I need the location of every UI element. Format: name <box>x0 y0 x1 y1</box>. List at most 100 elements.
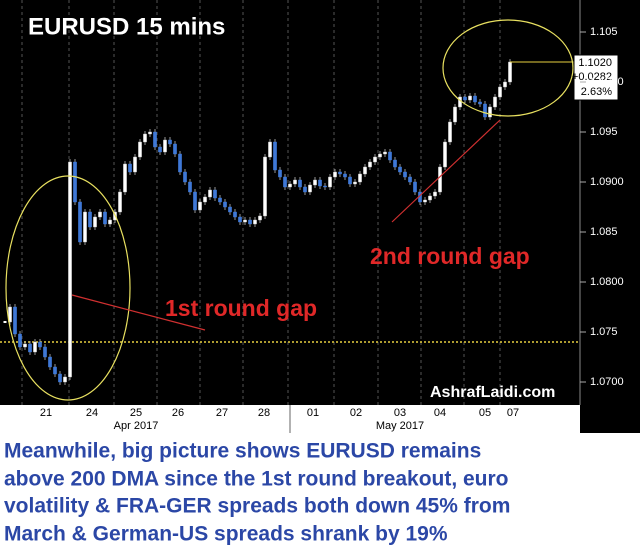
candle <box>8 306 12 323</box>
candle <box>348 176 352 185</box>
candle <box>273 141 277 171</box>
candle <box>278 169 282 178</box>
x-tick-label: 07 <box>507 407 519 419</box>
candle <box>128 163 132 173</box>
price-box-text: +0.0282 <box>572 71 612 83</box>
y-tick-label: 1.085 <box>590 226 618 238</box>
candle <box>293 179 297 185</box>
x-tick-label: 25 <box>130 407 142 419</box>
y-tick-label: 1.0800 <box>590 276 624 288</box>
candle <box>3 321 7 323</box>
candle <box>338 171 342 175</box>
candle <box>323 185 327 188</box>
caption-line: above 200 DMA since the 1st round breako… <box>4 468 509 491</box>
candle <box>343 173 347 178</box>
month-label: May 2017 <box>376 420 424 432</box>
candle <box>428 195 432 201</box>
candle <box>198 201 202 211</box>
candle <box>118 191 122 213</box>
y-tick-label: 1.105 <box>590 26 618 38</box>
price-box-text: 2.63% <box>581 86 612 98</box>
candle <box>258 215 262 221</box>
pointer-line <box>391 119 501 223</box>
y-tick-label: 1.095 <box>590 126 618 138</box>
caption-line: volatility & FRA-GER spreads both down 4… <box>4 495 510 518</box>
candle <box>63 376 67 383</box>
candle <box>28 343 32 353</box>
candle <box>363 166 367 175</box>
candle <box>463 96 467 101</box>
candle <box>88 211 92 228</box>
candle <box>108 219 112 225</box>
candle <box>408 176 412 183</box>
candle <box>163 139 167 153</box>
candle <box>243 219 247 223</box>
candle <box>233 211 237 218</box>
x-tick-label: 28 <box>258 407 270 419</box>
candle <box>13 306 17 335</box>
y-tick-label: 1.0700 <box>590 376 624 388</box>
candle <box>68 161 72 378</box>
candle <box>498 86 502 98</box>
candle <box>53 366 57 375</box>
candle <box>468 95 472 101</box>
marks <box>0 59 580 385</box>
candle <box>353 181 357 185</box>
candle <box>173 143 177 155</box>
pointer-line <box>71 294 206 331</box>
candle <box>288 183 292 188</box>
candle <box>443 141 447 168</box>
y-tick-label: 1.0900 <box>590 176 624 188</box>
candle <box>438 166 442 193</box>
candle <box>368 161 372 168</box>
candle <box>78 201 82 243</box>
candle <box>58 373 62 383</box>
candle <box>318 179 322 187</box>
annotation: 1st round gap <box>165 295 317 321</box>
candle <box>358 173 362 183</box>
candle <box>383 151 387 155</box>
candle <box>503 81 507 88</box>
candle <box>83 211 87 243</box>
candle <box>23 343 27 348</box>
candle <box>103 211 107 225</box>
x-tick-label: 01 <box>307 407 319 419</box>
candle <box>433 191 437 197</box>
candle <box>38 341 42 348</box>
caption-line: Meanwhile, big picture shows EURUSD rema… <box>4 440 481 463</box>
candle <box>158 146 162 153</box>
y-tick-label: 1.075 <box>590 326 618 338</box>
candle <box>483 103 487 118</box>
x-tick-label: 21 <box>40 407 52 419</box>
x-tick-label: 27 <box>216 407 228 419</box>
x-tick-label: 03 <box>394 407 406 419</box>
candle <box>48 356 52 368</box>
candle <box>153 131 157 148</box>
candle <box>133 156 137 173</box>
price-box-text: 1.1020 <box>578 57 612 69</box>
candle <box>488 106 492 118</box>
annotation: 2nd round gap <box>370 243 530 269</box>
candle <box>203 196 207 203</box>
chart-title: EURUSD 15 mins <box>28 13 225 40</box>
candle <box>138 141 142 158</box>
candle <box>183 171 187 183</box>
candle <box>168 139 172 145</box>
x-tick-label: 26 <box>172 407 184 419</box>
y-tick-label: 1.1000 <box>590 76 624 88</box>
candle <box>388 151 392 161</box>
candle <box>213 189 217 199</box>
candle <box>453 106 457 123</box>
candle <box>248 219 252 225</box>
caption-line: March & German-US spreads shrank by 19% <box>4 523 448 546</box>
candle <box>298 179 302 188</box>
candle <box>303 186 307 193</box>
candle <box>508 61 512 83</box>
candle <box>493 96 497 108</box>
x-tick-label: 04 <box>434 407 446 419</box>
corner <box>580 405 640 433</box>
candle <box>413 181 417 193</box>
candle <box>268 141 272 158</box>
watermark: AshrafLaidi.com <box>430 384 555 401</box>
